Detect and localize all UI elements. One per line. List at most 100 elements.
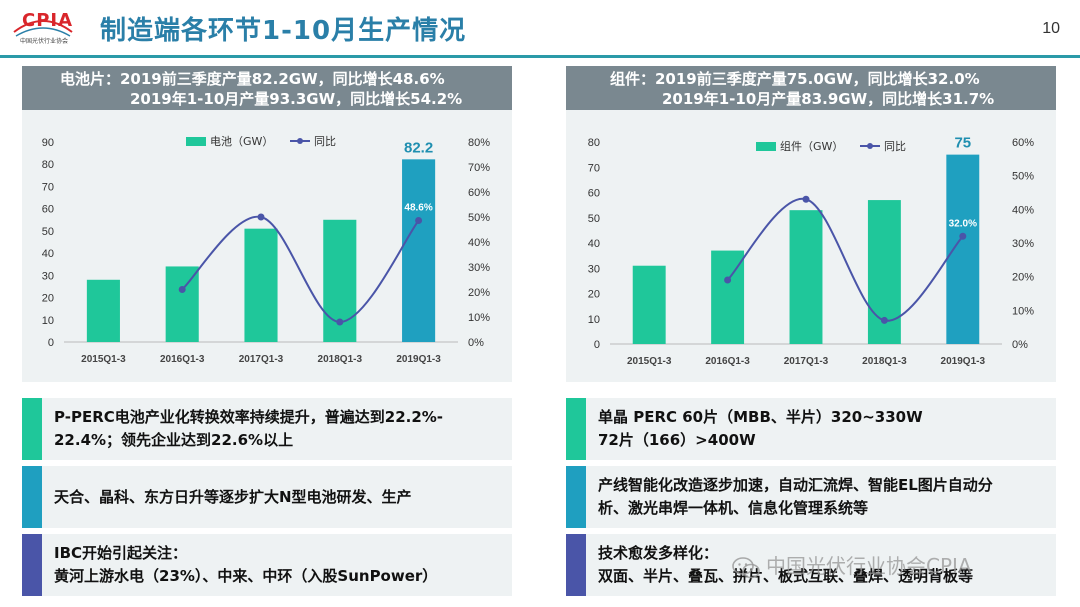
cell-header-line1: 电池片：2019前三季度产量82.2GW，同比增长48.6%: [60, 70, 445, 88]
bullet-color-bar: [566, 466, 586, 528]
logo-arc-icon: [13, 20, 73, 37]
y-tick-label: 40: [42, 248, 54, 260]
bar-value-label: 82.2: [404, 139, 433, 156]
left-bullet-1: P-PERC电池产业化转换效率持续提升，普遍达到22.2%- 22.4%；领先企…: [22, 398, 512, 460]
title-divider: [0, 55, 1080, 58]
y2-tick-label: 10%: [1012, 305, 1034, 317]
bar-value-label: 75: [954, 135, 971, 152]
y-tick-label: 0: [48, 337, 54, 349]
yoy-point: [178, 286, 186, 293]
bullet-color-bar: [22, 398, 42, 460]
legend-bar-swatch: [756, 142, 776, 151]
bullet-line: 黄河上游水电（23%）、中来、中环（入股SunPower）: [54, 567, 438, 585]
bullet-line: 析、激光串焊一体机、信息化管理系统等: [598, 499, 869, 517]
y2-tick-label: 30%: [1012, 238, 1034, 250]
y-tick-label: 10: [588, 314, 600, 326]
y2-tick-label: 40%: [1012, 204, 1034, 216]
legend-bar-label: 电池（GW）: [210, 135, 273, 148]
line-value-label: 48.6%: [404, 203, 432, 214]
page-title: 制造端各环节1-10月生产情况: [100, 16, 467, 46]
x-tick-label: 2016Q1-3: [160, 354, 205, 365]
y2-tick-label: 70%: [468, 162, 490, 174]
left-bullet-3: IBC开始引起关注： 黄河上游水电（23%）、中来、中环（入股SunPower）: [22, 534, 512, 596]
y2-tick-label: 50%: [468, 212, 490, 224]
yoy-line: [726, 198, 964, 322]
yoy-point: [802, 195, 810, 203]
yoy-point: [336, 318, 344, 326]
module-header-line1: 组件：2019前三季度产量75.0GW，同比增长32.0%: [610, 70, 980, 88]
y2-tick-label: 40%: [468, 237, 490, 249]
module-header-line2: 2019年1-10月产量83.9GW，同比增长31.7%: [662, 90, 995, 108]
right-bullet-2: 产线智能化改造逐步加速，自动汇流焊、智能EL图片自动分 析、激光串焊一体机、信息…: [566, 466, 1056, 528]
legend-bar-swatch: [186, 137, 206, 146]
y2-tick-label: 30%: [468, 262, 490, 274]
bar-2017Q1-3: [244, 228, 278, 342]
bullet-line: IBC开始引起关注：: [54, 544, 188, 562]
bar-2019Q1-3: [402, 159, 436, 342]
y-tick-label: 0: [594, 339, 600, 351]
cell-chart-panel: 电池片：2019前三季度产量82.2GW，同比增长48.6% 2019年1-10…: [22, 66, 512, 382]
y-tick-label: 30: [42, 270, 54, 282]
y-tick-label: 30: [588, 263, 600, 275]
slide-header: CPIA 中国光伏行业协会 制造端各环节1-10月生产情况 10: [0, 0, 1080, 58]
bullet-line: 72片（166）>400W: [598, 431, 756, 449]
x-tick-label: 2015Q1-3: [627, 356, 672, 367]
x-tick-label: 2015Q1-3: [81, 354, 126, 365]
y-tick-label: 80: [588, 137, 600, 149]
bullet-line: 单晶 PERC 60片（MBB、半片）320~330W: [598, 408, 923, 426]
module-chart-panel: 组件：2019前三季度产量75.0GW，同比增长32.0% 2019年1-10月…: [566, 66, 1056, 382]
y2-tick-label: 60%: [468, 187, 490, 199]
y2-tick-label: 20%: [1012, 272, 1034, 284]
legend-line-label: 同比: [884, 140, 906, 153]
y-tick-label: 40: [588, 238, 600, 250]
y2-tick-label: 80%: [468, 137, 490, 149]
bullet-line: 22.4%；领先企业达到22.6%以上: [54, 431, 294, 449]
bar-2015Q1-3: [86, 279, 120, 342]
bar-2019Q1-3: [946, 154, 980, 344]
yoy-line: [181, 215, 420, 324]
cell-panel-header: 电池片：2019前三季度产量82.2GW，同比增长48.6% 2019年1-10…: [22, 66, 512, 110]
wechat-icon: [732, 556, 760, 578]
y-tick-label: 80: [42, 159, 54, 171]
bar-2015Q1-3: [632, 265, 666, 344]
y2-tick-label: 0%: [1012, 339, 1028, 351]
y-tick-label: 70: [588, 162, 600, 174]
bar-2017Q1-3: [789, 210, 823, 344]
x-tick-label: 2018Q1-3: [862, 356, 907, 367]
y-tick-label: 60: [588, 188, 600, 200]
yoy-point: [724, 276, 732, 284]
x-tick-label: 2016Q1-3: [705, 356, 750, 367]
watermark-text: 中国光伏行业协会CPIA: [766, 554, 972, 578]
y2-tick-label: 60%: [1012, 137, 1034, 149]
x-tick-label: 2018Q1-3: [318, 354, 363, 365]
y2-tick-label: 0%: [468, 337, 484, 349]
y-tick-label: 70: [42, 181, 54, 193]
bullet-line: 双面、半片、叠瓦、拼片、板式互联、叠焊、透明背板等: [598, 567, 974, 585]
yoy-point: [880, 316, 888, 324]
bullet-color-bar: [22, 534, 42, 596]
module-production-chart: 0 10 20 30 40 50 60 70 80 0% 10% 20% 30% 40% 50% 60% 201…: [588, 135, 1034, 367]
yoy-point: [257, 213, 265, 221]
y-tick-label: 20: [588, 289, 600, 301]
y2-tick-label: 20%: [468, 287, 490, 299]
y2-tick-label: 50%: [1012, 171, 1034, 183]
bullet-line: 产线智能化改造逐步加速，自动汇流焊、智能EL图片自动分: [598, 476, 993, 494]
legend-bar-label: 组件（GW）: [780, 139, 843, 153]
cpia-logo: CPIA 中国光伏行业协会: [8, 6, 78, 50]
legend-line-marker: [297, 138, 303, 144]
wechat-watermark: 中国光伏行业协会CPIA: [732, 550, 972, 579]
bullet-line: 天合、晶科、东方日升等逐步扩大N型电池研发、生产: [54, 488, 412, 506]
legend-line-marker: [867, 143, 873, 149]
right-bullet-3: 技术愈发多样化： 双面、半片、叠瓦、拼片、板式互联、叠焊、透明背板等: [566, 534, 1056, 596]
cell-production-chart: 0 10 20 30 40 50 60 70 80 90 0% 10% 20% 30% 40% 50% 60% 7…: [42, 135, 490, 365]
x-tick-label: 2017Q1-3: [239, 354, 284, 365]
logo-text: CPIA: [22, 10, 74, 31]
bullet-color-bar: [566, 398, 586, 460]
y-tick-label: 50: [588, 213, 600, 225]
bullet-line: 技术愈发多样化：: [598, 544, 719, 562]
bullet-color-bar: [22, 466, 42, 528]
logo-subtext: 中国光伏行业协会: [20, 38, 69, 45]
x-tick-label: 2019Q1-3: [396, 354, 441, 365]
right-bullet-1: 单晶 PERC 60片（MBB、半片）320~330W 72片（166）>400…: [566, 398, 1056, 460]
x-tick-label: 2017Q1-3: [784, 356, 829, 367]
